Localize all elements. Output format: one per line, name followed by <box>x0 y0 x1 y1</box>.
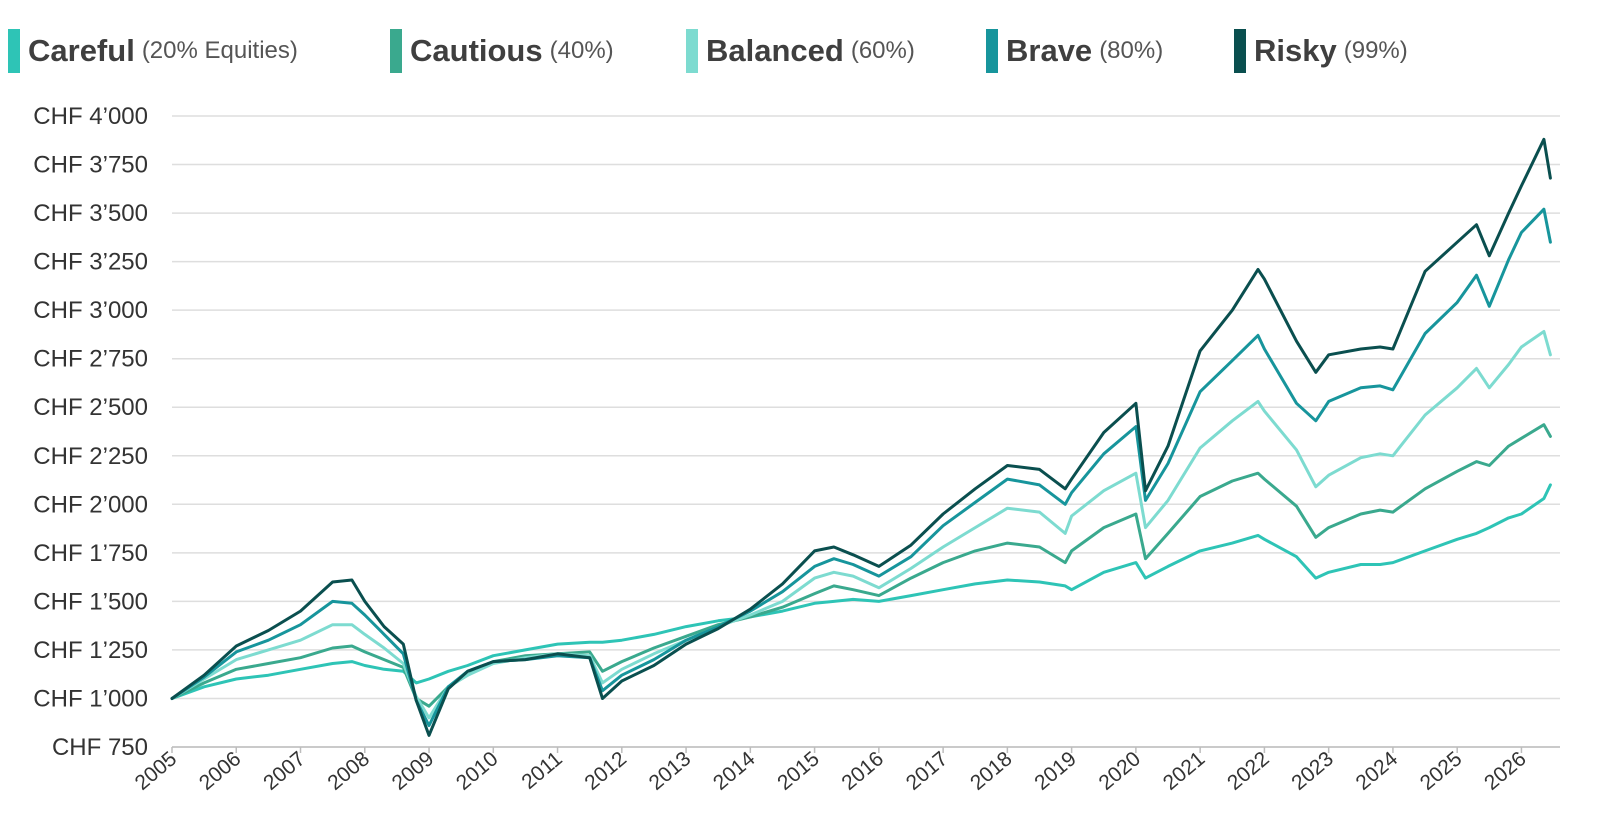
x-tick-label: 2021 <box>1159 747 1210 795</box>
y-tick-label: CHF 4’000 <box>33 103 148 130</box>
legend-detail-risky: (99%) <box>1343 37 1408 64</box>
series-lines <box>170 137 1552 737</box>
gridlines <box>172 115 1560 748</box>
x-tick-label: 2007 <box>259 747 310 795</box>
legend-item-cautious[interactable]: Cautious (40%) <box>390 28 614 74</box>
legend-detail-cautious: (40%) <box>549 37 614 64</box>
series-line-risky <box>170 137 1552 737</box>
x-tick-label: 2006 <box>195 747 246 795</box>
x-tick-label: 2010 <box>452 747 503 795</box>
y-tick-label: CHF 2’250 <box>33 443 148 470</box>
x-tick-label: 2012 <box>580 747 631 795</box>
legend-item-risky[interactable]: Risky (99%) <box>1234 28 1408 74</box>
legend-item-careful[interactable]: Careful (20% Equities) <box>8 28 298 74</box>
x-tick-label: 2026 <box>1480 747 1531 795</box>
x-tick-label: 2023 <box>1287 747 1338 795</box>
y-tick-label: CHF 1’250 <box>33 637 148 664</box>
y-axis: CHF 750 CHF 1’000 CHF 1’250 CHF 1’500 CHF 1’… <box>33 103 148 761</box>
x-tick-label: 2013 <box>645 747 696 795</box>
legend-label-brave: Brave <box>1006 33 1093 68</box>
x-tick-label: 2011 <box>517 747 566 794</box>
y-tick-label: CHF 750 <box>52 734 148 761</box>
y-tick-label: CHF 3’250 <box>33 249 148 276</box>
x-tick-label: 2008 <box>323 747 374 795</box>
x-axis: 2005 2006 2007 2008 2009 2010 2011 2012 2013 2014… <box>131 746 1560 795</box>
y-tick-label: CHF 3’000 <box>33 297 148 324</box>
x-tick-label: 2017 <box>902 747 953 795</box>
x-tick-label: 2024 <box>1352 747 1403 795</box>
x-tick-label: 2015 <box>773 747 824 795</box>
y-tick-label: CHF 2’500 <box>33 394 148 421</box>
legend-detail-brave: (80%) <box>1099 37 1164 64</box>
series-line-balanced <box>170 330 1552 720</box>
y-tick-label: CHF 2’750 <box>33 346 148 373</box>
x-tick-label: 2019 <box>1030 747 1081 795</box>
y-tick-label: CHF 3’750 <box>33 152 148 179</box>
legend-label-cautious: Cautious <box>410 33 543 68</box>
legend-label-careful: Careful <box>28 33 135 68</box>
y-tick-label: CHF 1’000 <box>33 685 148 712</box>
y-tick-label: CHF 2’000 <box>33 491 148 518</box>
y-tick-label: CHF 3’500 <box>33 200 148 227</box>
legend-detail-balanced: (60%) <box>850 37 915 64</box>
x-tick-label: 2014 <box>709 747 760 795</box>
legend-swatch-risky <box>1234 29 1246 73</box>
x-tick-label: 2018 <box>966 747 1017 795</box>
y-tick-label: CHF 1’500 <box>33 588 148 615</box>
x-tick-label: 2022 <box>1223 747 1274 795</box>
x-tick-label: 2020 <box>1095 747 1146 795</box>
y-tick-label: CHF 1’750 <box>33 540 148 567</box>
x-tick-label: 2016 <box>837 747 888 795</box>
x-tick-label: 2009 <box>388 747 439 795</box>
legend-swatch-cautious <box>390 29 402 73</box>
legend-detail-careful: (20% Equities) <box>141 37 298 64</box>
legend-swatch-careful <box>8 29 20 73</box>
legend-item-brave[interactable]: Brave (80%) <box>986 28 1163 74</box>
legend-label-balanced: Balanced <box>706 33 844 68</box>
legend-item-balanced[interactable]: Balanced (60%) <box>686 28 915 74</box>
legend-swatch-brave <box>986 29 998 73</box>
x-tick-label: 2025 <box>1416 747 1467 795</box>
legend: Careful (20% Equities) Cautious (40%) Ba… <box>0 0 1612 100</box>
legend-swatch-balanced <box>686 29 698 73</box>
legend-label-risky: Risky <box>1254 33 1337 68</box>
